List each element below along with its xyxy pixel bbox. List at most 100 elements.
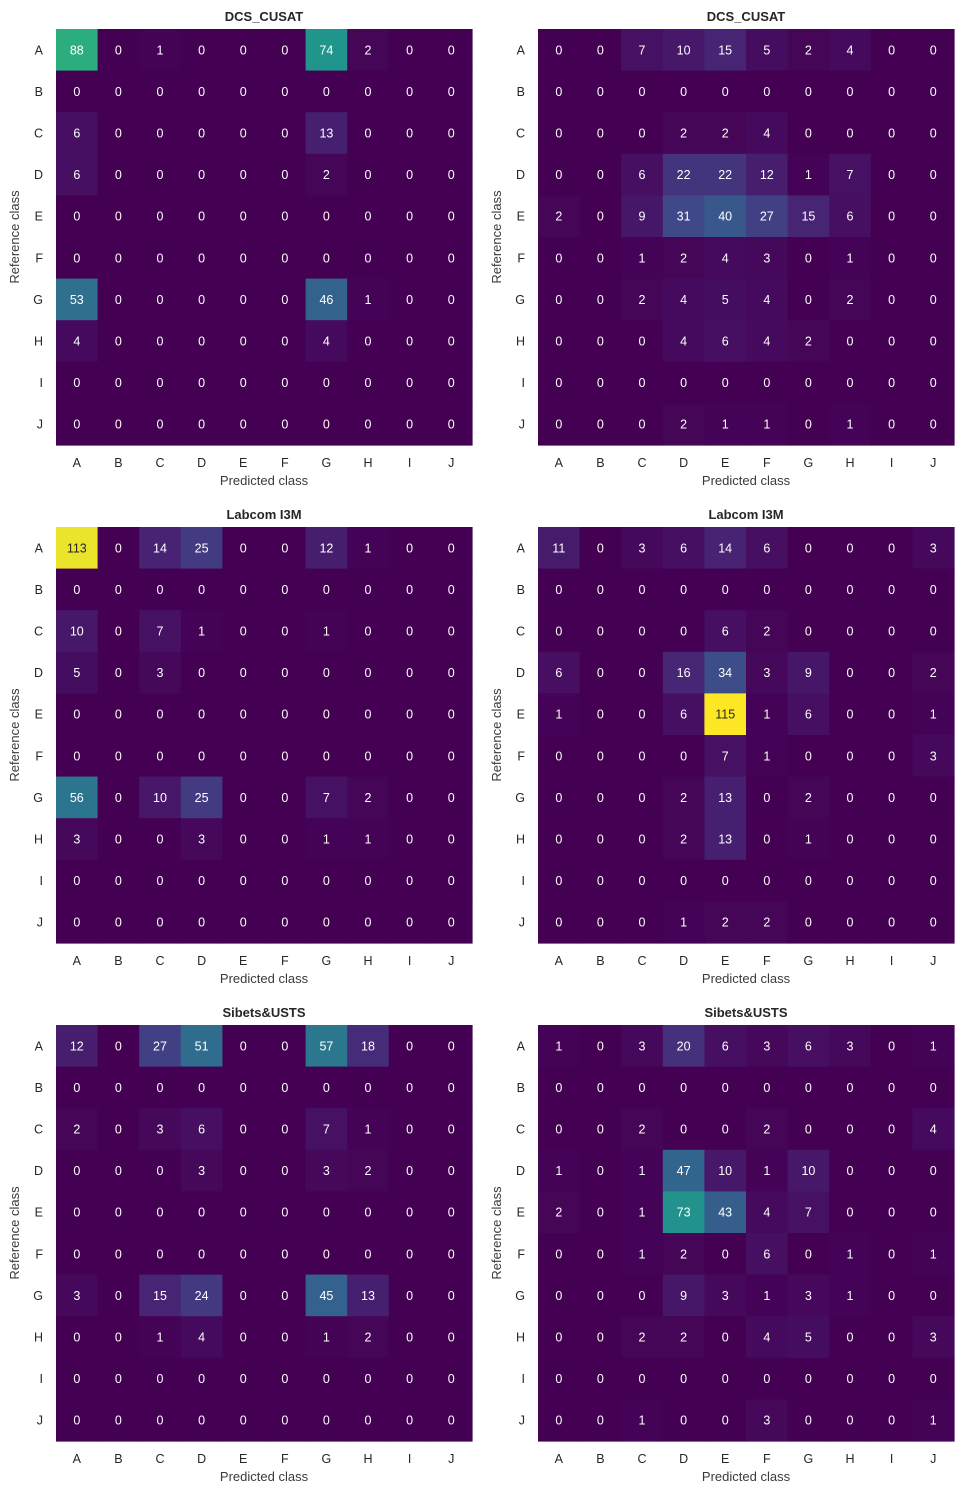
cell-value-label: 12 <box>70 1039 84 1053</box>
cell-value-label: 0 <box>198 708 205 722</box>
cell-value-label: 0 <box>930 335 937 349</box>
heatmap-cell-H-G <box>305 320 348 363</box>
heatmap-cell-G-G <box>305 278 348 321</box>
cell-value-label: 0 <box>115 916 122 930</box>
heatmap-cell-A-E <box>222 527 265 570</box>
cell-value-label: 0 <box>448 1206 455 1220</box>
heatmap-cell-G-D <box>662 1274 705 1317</box>
heatmap-cell-J-A <box>538 901 581 944</box>
heatmap-cell-H-D <box>662 320 705 363</box>
cell-value-label: 0 <box>597 85 604 99</box>
cell-value-label: 0 <box>930 293 937 307</box>
heatmap-cell-A-J <box>912 527 955 570</box>
heatmap-cell-C-F <box>264 610 307 653</box>
heatmap-cell-E-C <box>139 1191 182 1234</box>
heatmap-cell-J-C <box>139 403 182 446</box>
x-tick-label: G <box>804 1452 814 1466</box>
cell-value-label: 0 <box>805 1081 812 1095</box>
cell-value-label: 0 <box>157 1372 164 1386</box>
cell-value-label: 1 <box>639 1247 646 1261</box>
cell-value-label: 1 <box>639 1164 646 1178</box>
heatmap-cell-A-D <box>180 29 223 72</box>
cell-value-label: 9 <box>639 210 646 224</box>
heatmap-cell-B-I <box>870 70 913 113</box>
heatmap-cell-B-C <box>139 70 182 113</box>
heatmap-cell-G-G <box>787 1274 830 1317</box>
cell-value-label: 0 <box>198 1247 205 1261</box>
heatmap-cell-B-E <box>704 1066 747 1109</box>
heatmap-cell-J-A <box>538 1399 581 1442</box>
cell-value-label: 0 <box>406 541 413 555</box>
heatmap-cell-G-E <box>704 776 747 819</box>
cell-value-label: 0 <box>157 1206 164 1220</box>
y-tick-label: J <box>519 418 525 432</box>
cell-value-label: 0 <box>847 127 854 141</box>
heatmap-cell-I-G <box>305 361 348 404</box>
heatmap-cell-C-A <box>538 112 581 155</box>
x-tick-label: B <box>114 954 122 968</box>
cell-value-label: 13 <box>718 791 732 805</box>
cell-value-label: 0 <box>240 541 247 555</box>
cell-value-label: 0 <box>847 1414 854 1428</box>
heatmap-cell-E-G <box>787 693 830 736</box>
heatmap-cell-I-C <box>139 361 182 404</box>
heatmap-cell-B-D <box>180 568 223 611</box>
x-tick-label: D <box>679 456 688 470</box>
x-tick-label: A <box>555 954 564 968</box>
cell-value-label: 0 <box>406 1039 413 1053</box>
cell-value-label: 0 <box>406 1123 413 1137</box>
heatmap-cell-E-C <box>621 195 664 238</box>
cell-value-label: 0 <box>448 1331 455 1345</box>
cell-value-label: 0 <box>639 874 646 888</box>
cell-value-label: 0 <box>406 916 413 930</box>
cell-value-label: 0 <box>888 916 895 930</box>
heatmap-cell-I-B <box>97 1357 140 1400</box>
cell-value-label: 0 <box>281 168 288 182</box>
heatmap-cell-E-D <box>662 693 705 736</box>
cell-value-label: 0 <box>198 127 205 141</box>
cell-value-label: 2 <box>639 293 646 307</box>
cell-value-label: 0 <box>888 791 895 805</box>
cell-value-label: 0 <box>240 1414 247 1428</box>
cell-value-label: 0 <box>406 874 413 888</box>
heatmap-cell-D-F <box>746 153 789 196</box>
heatmap-cell-B-E <box>704 568 747 611</box>
cell-value-label: 0 <box>597 916 604 930</box>
x-tick-label: A <box>555 456 564 470</box>
cell-value-label: 0 <box>115 1289 122 1303</box>
heatmap-cell-D-A <box>56 651 99 694</box>
cell-value-label: 0 <box>847 583 854 597</box>
cell-value-label: 0 <box>597 168 604 182</box>
x-tick-label: H <box>363 954 372 968</box>
cell-value-label: 5 <box>722 293 729 307</box>
heatmap-cell-D-E <box>222 651 265 694</box>
heatmap-cell-C-E <box>222 1108 265 1151</box>
heatmap-cell-G-B <box>97 776 140 819</box>
heatmap-cell-C-A <box>538 1108 581 1151</box>
heatmap-cell-C-B <box>579 112 622 155</box>
cell-value-label: 0 <box>888 583 895 597</box>
cell-value-label: 0 <box>240 1289 247 1303</box>
cell-value-label: 0 <box>281 541 288 555</box>
cell-value-label: 0 <box>597 418 604 432</box>
heatmap-cell-G-F <box>264 776 307 819</box>
heatmap-cell-H-E <box>704 1316 747 1359</box>
cell-value-label: 0 <box>240 43 247 57</box>
heatmap-cell-E-E <box>704 195 747 238</box>
cell-value-label: 0 <box>281 1123 288 1137</box>
cell-value-label: 0 <box>930 1372 937 1386</box>
y-tick-label: A <box>517 1039 526 1053</box>
cell-value-label: 0 <box>597 251 604 265</box>
heatmap-cell-H-G <box>305 818 348 861</box>
cell-value-label: 0 <box>448 210 455 224</box>
heatmap-cell-C-F <box>746 610 789 653</box>
heatmap-cell-F-I <box>388 735 431 778</box>
heatmap-cell-I-D <box>662 1357 705 1400</box>
heatmap-cell-C-B <box>97 1108 140 1151</box>
cell-value-label: 0 <box>763 874 770 888</box>
heatmap-cell-C-D <box>180 1108 223 1151</box>
heatmap-cell-F-G <box>787 1233 830 1276</box>
heatmap-cell-D-I <box>388 651 431 694</box>
cell-value-label: 2 <box>555 210 562 224</box>
